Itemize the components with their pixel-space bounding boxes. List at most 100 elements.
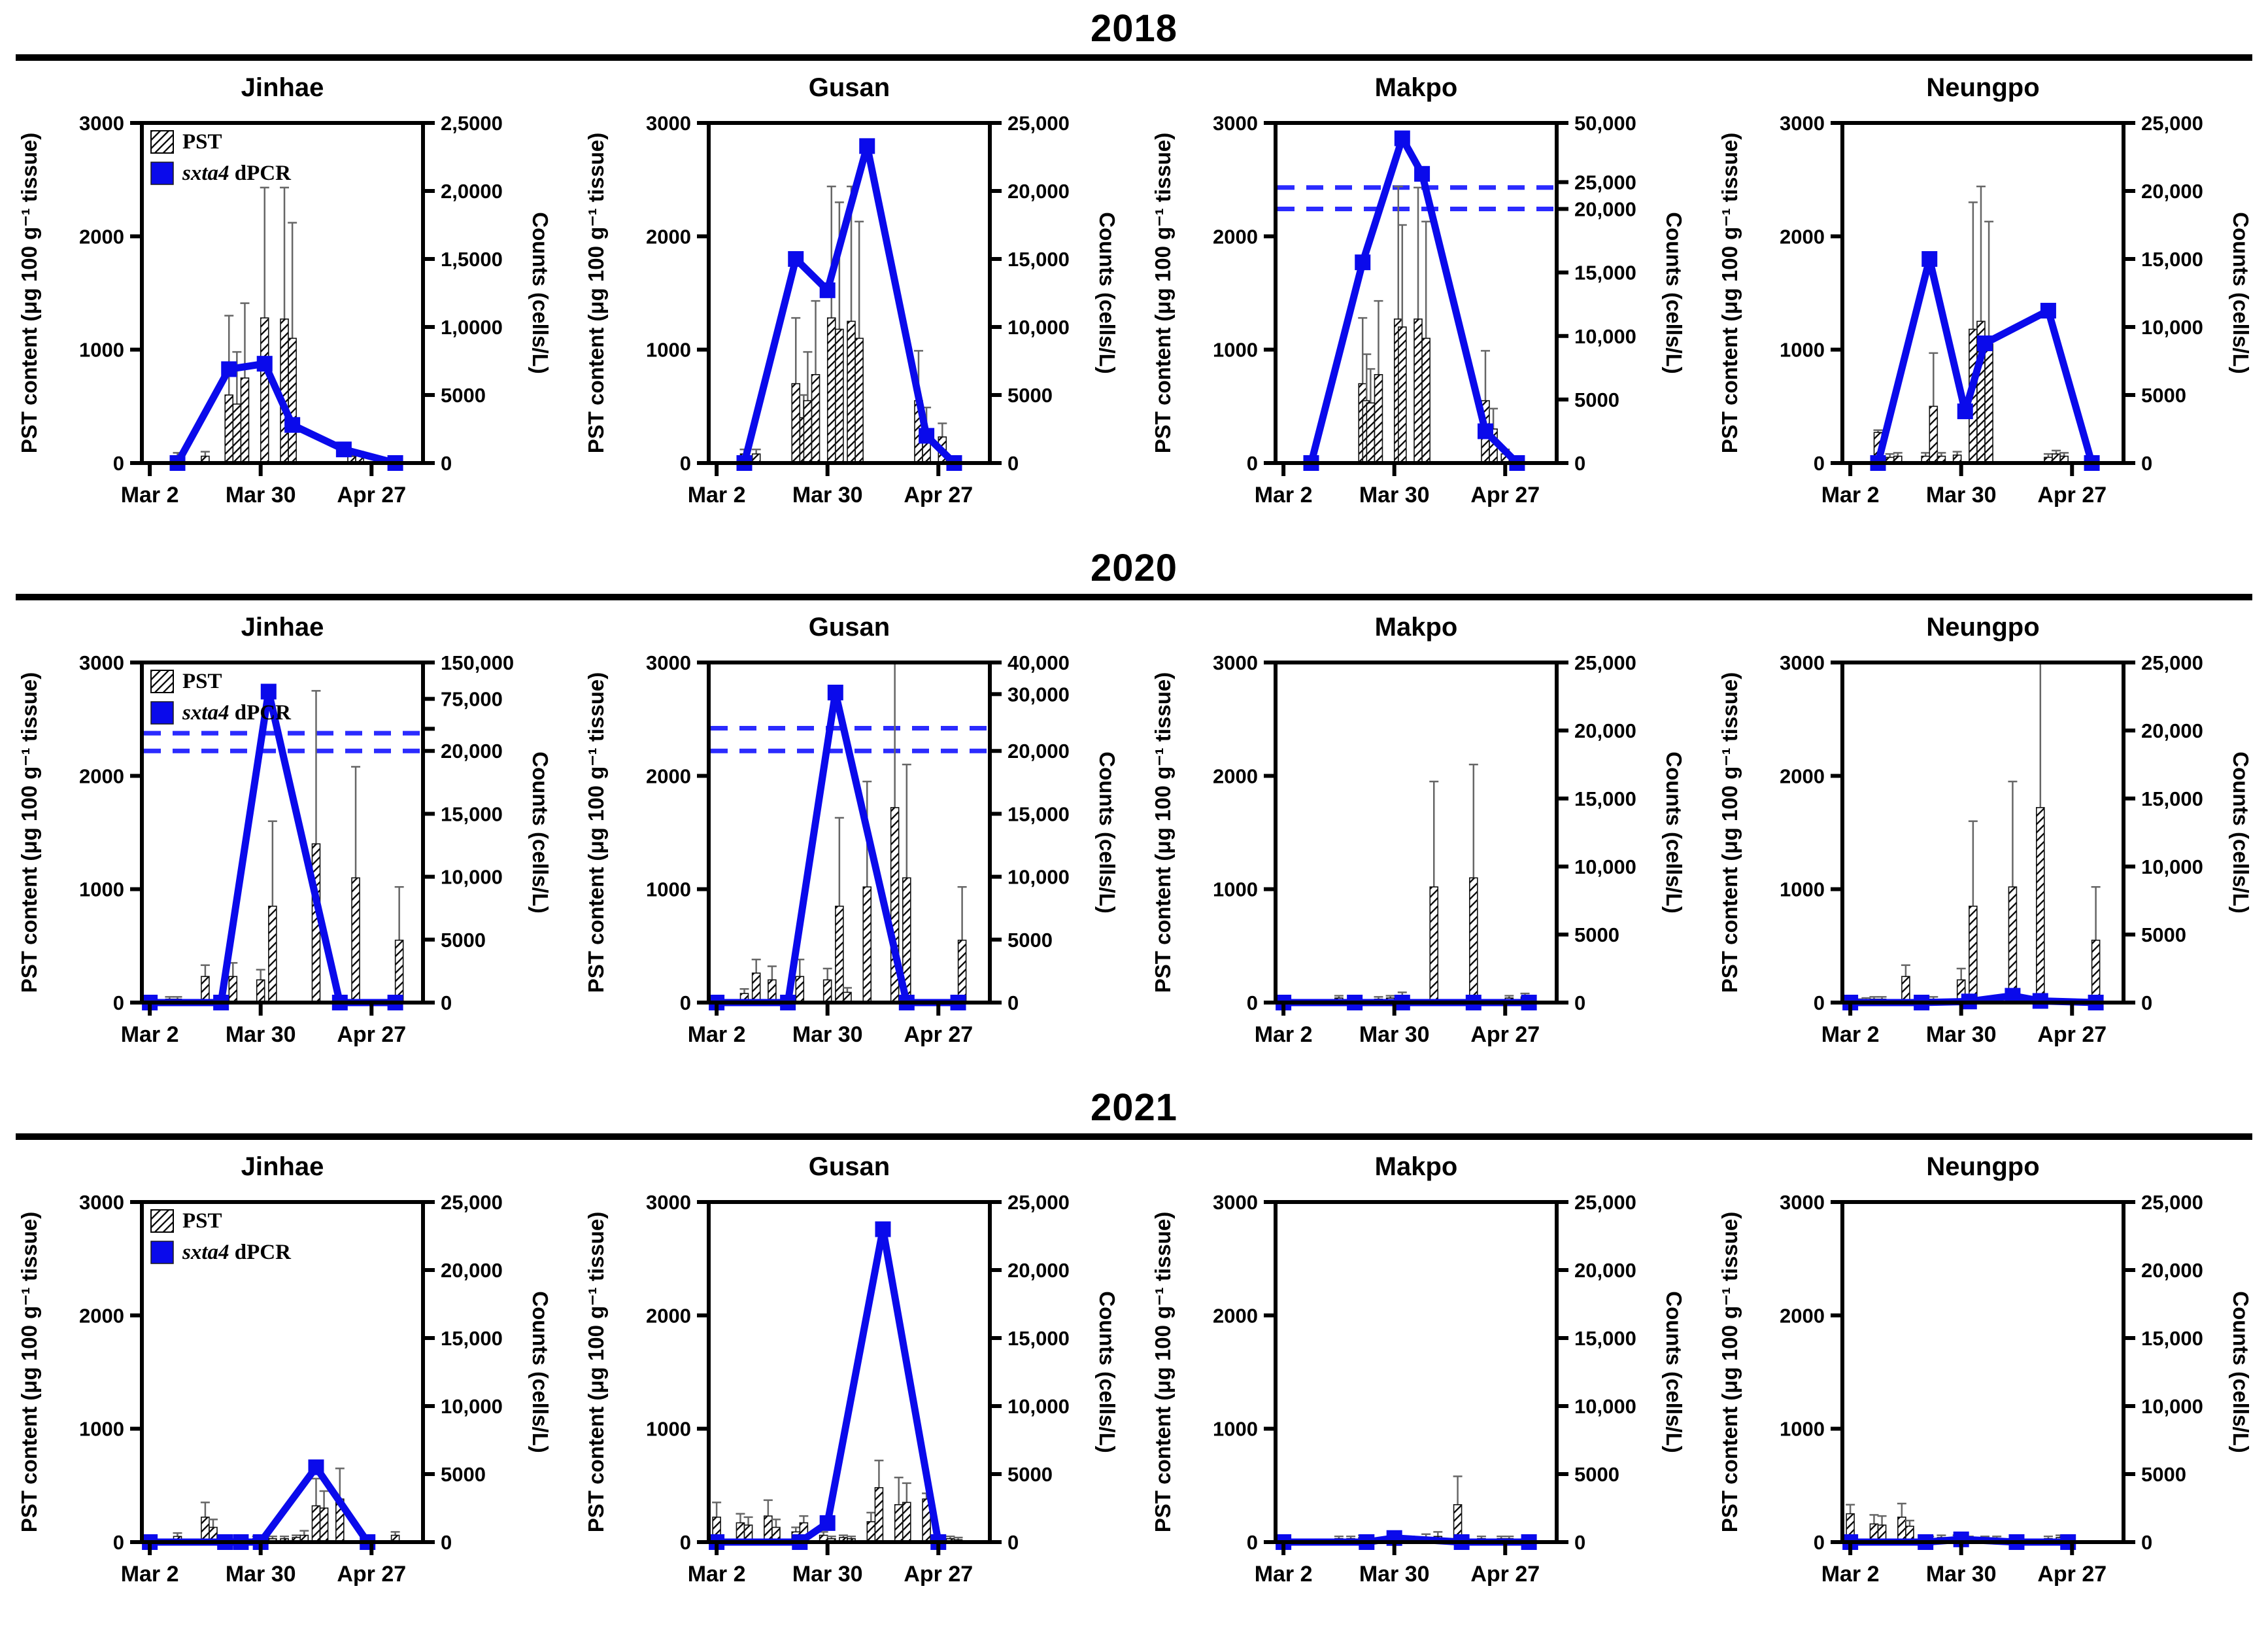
x-tick-label: Mar 30 xyxy=(1359,1022,1430,1047)
pst-bar xyxy=(751,972,761,1003)
dpcr-marker xyxy=(2040,302,2056,318)
dpcr-marker xyxy=(1394,130,1410,146)
right-tick-label: 0 xyxy=(2141,1531,2152,1554)
left-tick-label: 1000 xyxy=(1213,1418,1258,1441)
pst-bar xyxy=(268,905,277,1003)
x-tick-label: Mar 2 xyxy=(688,483,746,507)
pst-bar xyxy=(1897,1516,1906,1543)
right-tick-label: 10,000 xyxy=(441,866,503,889)
right-tick-label: 5000 xyxy=(1574,923,1619,946)
right-axis-title: Counts (cells/L) xyxy=(528,1291,552,1453)
left-tick-label: 2000 xyxy=(1780,765,1825,787)
left-axis-title: PST content (μg 100 g⁻¹ tissue) xyxy=(1718,133,1742,454)
right-tick-label: 0 xyxy=(1574,1531,1585,1554)
panel-title: Gusan xyxy=(809,613,890,642)
x-tick-label: Mar 30 xyxy=(1926,483,1997,507)
left-tick-label: 2000 xyxy=(79,1304,124,1327)
x-tick-label: Apr 27 xyxy=(904,1562,973,1587)
right-tick-label: 50,000 xyxy=(1574,112,1636,135)
pst-bar xyxy=(1366,402,1376,464)
panel-2018-neungpo: 0 1000 2000 3000 0 5000 10,000 15,000 20,000 25,0… xyxy=(1718,73,2253,507)
left-axis-title: PST content (μg 100 g⁻¹ tissue) xyxy=(1718,672,1742,993)
dpcr-marker xyxy=(1414,165,1430,182)
right-tick-label: 5000 xyxy=(1007,929,1053,952)
right-tick-label: 20,000 xyxy=(1574,198,1636,221)
dpcr-marker xyxy=(788,250,804,267)
right-tick-label: 75,000 xyxy=(441,688,503,711)
right-tick-label: 15,000 xyxy=(1007,1327,1070,1350)
panel-title: Jinhae xyxy=(241,73,324,102)
x-tick-label: Mar 30 xyxy=(792,483,863,507)
right-tick-label: 5000 xyxy=(1574,388,1619,411)
legend-pst-label: PST xyxy=(182,130,222,154)
x-tick-label: Apr 27 xyxy=(337,1562,406,1587)
panel-2021-jinhae: 0 1000 2000 3000 0 5000 10,000 15,000 20,000 25,0… xyxy=(17,1152,552,1587)
legend-dpcr-swatch xyxy=(150,701,174,725)
year-divider xyxy=(16,593,2252,600)
pst-bar xyxy=(228,976,238,1003)
left-tick-label: 1000 xyxy=(1213,339,1258,362)
dpcr-marker xyxy=(1921,250,1938,267)
pst-bar xyxy=(862,886,872,1003)
right-tick-label: 25,000 xyxy=(1574,171,1636,194)
left-tick-label: 2000 xyxy=(646,225,691,248)
right-tick-label: 0 xyxy=(1007,1531,1019,1554)
dpcr-marker xyxy=(875,1221,891,1237)
right-tick-label: 5000 xyxy=(2141,923,2186,946)
left-tick-label: 3000 xyxy=(646,651,691,674)
left-tick-label: 0 xyxy=(1247,452,1258,475)
x-tick-label: Mar 30 xyxy=(1926,1562,1997,1587)
left-tick-label: 1000 xyxy=(79,339,124,362)
panel-title: Neungpo xyxy=(1926,613,2039,642)
x-tick-label: Mar 2 xyxy=(1821,1022,1880,1047)
right-tick-label: 20,000 xyxy=(2141,180,2203,203)
dpcr-marker xyxy=(260,683,277,700)
x-tick-label: Mar 2 xyxy=(1255,1022,1313,1047)
right-axis-title: Counts (cells/L) xyxy=(2229,1291,2253,1453)
year-title: 2021 xyxy=(1090,1086,1178,1129)
left-tick-label: 3000 xyxy=(1213,112,1258,135)
pst-bar xyxy=(1413,318,1423,464)
right-tick-label: 20,000 xyxy=(1574,719,1636,742)
legend-dpcr-label: sxta4 dPCR xyxy=(182,1241,292,1264)
panel-2020-jinhae: 0 1000 2000 3000 0 5000 10,000 15,000 20,000 75,0… xyxy=(17,613,552,1047)
right-tick-label: 1,5000 xyxy=(441,248,503,271)
year-section-3: 2021 0 1000 2000 3000 0 5000 10,000 15,000 20,00… xyxy=(0,1086,2268,1604)
x-tick-label: Apr 27 xyxy=(1470,1022,1540,1047)
figure: 2018 0 1000 2000 3000 0 5000 1,0000 1,5000 2,000… xyxy=(0,7,2268,1604)
panel-row-2: 0 1000 2000 3000 0 5000 10,000 15,000 20,000 75,0… xyxy=(0,600,2268,1065)
pst-bar xyxy=(1429,886,1439,1003)
panel-2020-makpo: 0 1000 2000 3000 0 5000 10,000 15,000 20,000 25,0… xyxy=(1151,613,1686,1047)
right-tick-label: 20,000 xyxy=(1574,1259,1636,1282)
x-tick-label: Apr 27 xyxy=(904,483,973,507)
pst-bar xyxy=(1984,343,1993,464)
right-tick-label: 15,000 xyxy=(1574,262,1636,284)
right-tick-label: 0 xyxy=(441,1531,452,1554)
x-tick-label: Mar 30 xyxy=(226,483,296,507)
right-tick-label: 5000 xyxy=(1574,1463,1619,1486)
legend: PST sxta4 dPCR xyxy=(150,1209,292,1264)
panel-2021-gusan: 0 1000 2000 3000 0 5000 10,000 15,000 20,000 25,0… xyxy=(584,1152,1119,1587)
legend-dpcr-swatch xyxy=(150,1241,174,1264)
right-tick-label: 15,000 xyxy=(2141,248,2203,271)
right-tick-label: 10,000 xyxy=(1574,855,1636,878)
right-tick-label: 0 xyxy=(2141,452,2152,475)
pst-bar xyxy=(764,1515,773,1543)
pst-bar xyxy=(2091,939,2101,1003)
left-tick-label: 3000 xyxy=(1780,651,1825,674)
year-section-2: 2020 0 1000 2000 3000 0 5000 10,000 15,000 20,00… xyxy=(0,547,2268,1065)
left-axis-title: PST content (μg 100 g⁻¹ tissue) xyxy=(17,133,41,454)
x-tick-label: Mar 2 xyxy=(1255,483,1313,507)
x-tick-label: Mar 2 xyxy=(121,1562,179,1587)
pst-bar xyxy=(288,337,297,464)
pst-bar xyxy=(803,400,813,464)
right-tick-label: 15,000 xyxy=(1007,248,1070,271)
right-tick-label: 20,000 xyxy=(441,740,503,763)
dpcr-marker xyxy=(819,1515,836,1531)
plot-frame xyxy=(1274,120,1559,465)
right-tick-label: 0 xyxy=(1574,991,1585,1014)
pst-bar xyxy=(791,383,801,464)
x-tick-label: Mar 30 xyxy=(1926,1022,1997,1047)
right-tick-label: 15,000 xyxy=(441,802,503,825)
x-tick-label: Mar 2 xyxy=(688,1022,746,1047)
